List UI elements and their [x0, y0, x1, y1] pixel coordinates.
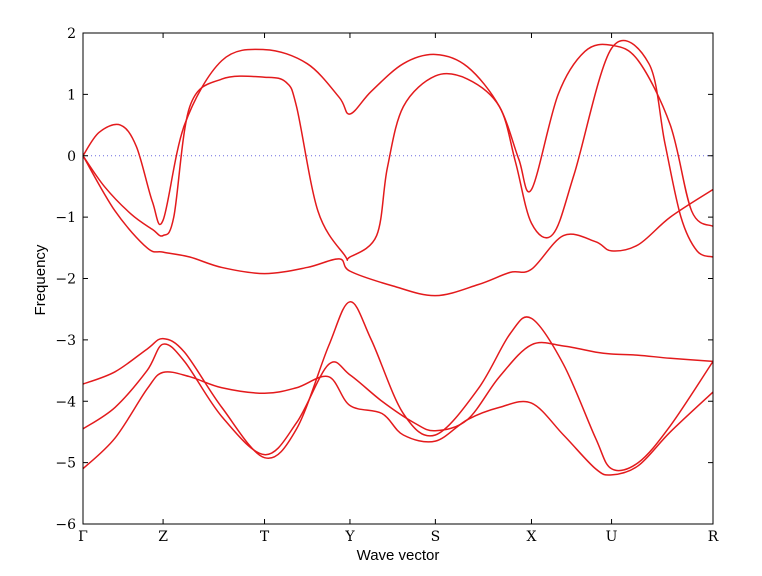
- band-line-6: [82, 371, 714, 476]
- x-tick-label: S: [431, 529, 441, 545]
- band-line-3: [82, 155, 714, 297]
- x-tick-label: U: [606, 529, 618, 545]
- y-tick-label: 1: [67, 87, 76, 103]
- band-line-4: [82, 301, 714, 472]
- y-tick-label: −4: [55, 394, 76, 410]
- series-layer: [82, 39, 714, 476]
- x-tick-label: Γ: [78, 529, 88, 545]
- y-tick-label: 0: [67, 149, 76, 165]
- y-ticks: 2 1 0 −1 −2 −3 −4 −5 −6: [55, 26, 713, 533]
- x-tick-label: T: [260, 529, 270, 545]
- y-tick-label: −3: [55, 333, 76, 349]
- x-tick-label: Z: [158, 529, 168, 545]
- band-line-2: [82, 39, 714, 261]
- x-tick-label: R: [708, 529, 719, 545]
- y-tick-label: 2: [67, 26, 76, 42]
- plot-background: [83, 33, 713, 524]
- y-axis-label: Frequency: [32, 244, 49, 315]
- x-tick-label: Y: [344, 529, 355, 545]
- band-line-1: [82, 43, 714, 228]
- y-tick-label: −2: [55, 272, 76, 288]
- y-tick-label: −5: [55, 456, 76, 472]
- y-tick-label: −6: [55, 517, 76, 533]
- y-tick-label: −1: [55, 210, 76, 226]
- x-tick-label: X: [526, 529, 536, 545]
- band-line-5: [82, 341, 714, 456]
- x-axis-label: Wave vector: [357, 547, 440, 564]
